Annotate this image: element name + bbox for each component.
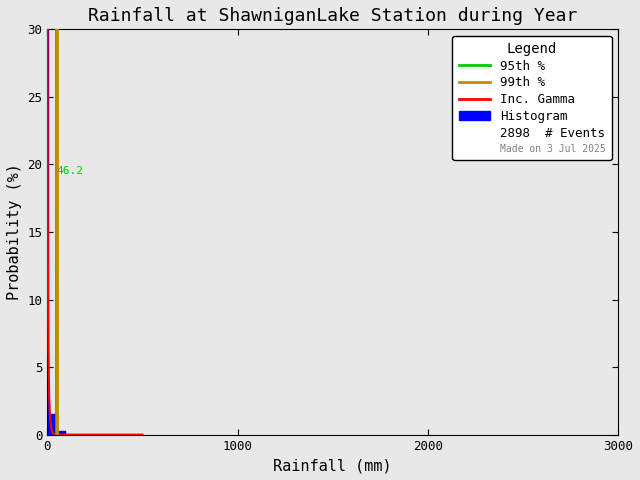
Text: 46.2: 46.2 <box>57 166 84 176</box>
Title: Rainfall at ShawniganLake Station during Year: Rainfall at ShawniganLake Station during… <box>88 7 577 25</box>
Legend: 95th %, 99th %, Inc. Gamma, Histogram, 2898  # Events, Made on 3 Jul 2025: 95th %, 99th %, Inc. Gamma, Histogram, 2… <box>452 36 612 160</box>
Y-axis label: Probability (%): Probability (%) <box>7 164 22 300</box>
X-axis label: Rainfall (mm): Rainfall (mm) <box>273 458 392 473</box>
Bar <box>57 431 67 434</box>
Bar <box>49 414 57 434</box>
Bar <box>47 29 49 434</box>
